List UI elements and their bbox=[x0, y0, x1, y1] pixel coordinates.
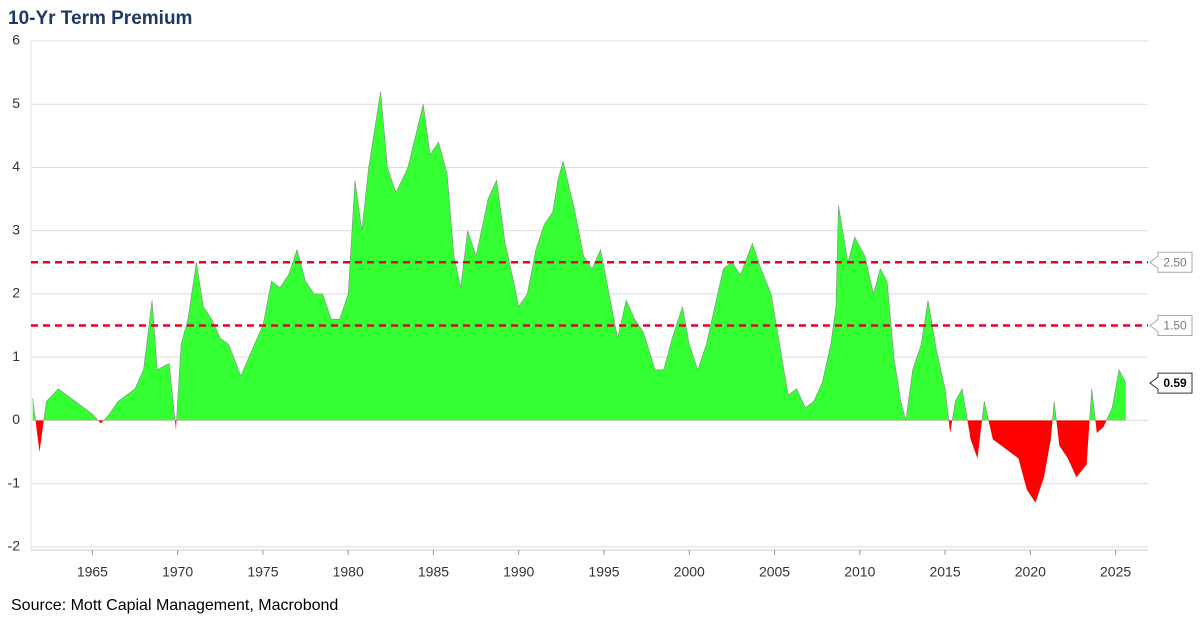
y-tick-label: 6 bbox=[12, 32, 20, 48]
chart-title: 10-Yr Term Premium bbox=[8, 8, 192, 29]
value-flag bbox=[1149, 315, 1193, 337]
x-tick-label: 2005 bbox=[759, 564, 790, 580]
x-tick-label: 2025 bbox=[1100, 564, 1131, 580]
x-tick-label: 2000 bbox=[674, 564, 705, 580]
x-tick-label: 1970 bbox=[162, 564, 193, 580]
y-tick-label: 1 bbox=[12, 348, 20, 364]
y-tick-label: -1 bbox=[8, 474, 21, 490]
negative-area bbox=[32, 420, 1126, 503]
value-flag-label: 1.50 bbox=[1163, 319, 1187, 333]
x-tick-label: 2010 bbox=[844, 564, 875, 580]
value-flag-label: 0.59 bbox=[1163, 376, 1187, 390]
x-tick-label: 1965 bbox=[77, 564, 108, 580]
y-tick-label: 4 bbox=[12, 158, 20, 174]
x-tick-label: 1980 bbox=[333, 564, 364, 580]
value-flag-label: 2.50 bbox=[1163, 255, 1187, 269]
value-flag bbox=[1149, 372, 1193, 394]
y-tick-label: 3 bbox=[12, 221, 20, 237]
x-tick-label: 1995 bbox=[588, 564, 619, 580]
source: Source: Mott Capial Management, Macrobon… bbox=[11, 597, 338, 614]
x-tick-label: 1975 bbox=[247, 564, 278, 580]
y-tick-label: 0 bbox=[12, 411, 20, 427]
y-tick-label: 5 bbox=[12, 95, 20, 111]
x-tick-label: 1985 bbox=[418, 564, 449, 580]
x-tick-label: 2015 bbox=[929, 564, 960, 580]
y-tick-label: 2 bbox=[12, 285, 20, 301]
positive-area bbox=[32, 91, 1126, 421]
x-tick-label: 2020 bbox=[1015, 564, 1046, 580]
value-flag bbox=[1149, 251, 1193, 273]
y-tick-label: -2 bbox=[8, 538, 21, 554]
x-tick-label: 1990 bbox=[503, 564, 534, 580]
